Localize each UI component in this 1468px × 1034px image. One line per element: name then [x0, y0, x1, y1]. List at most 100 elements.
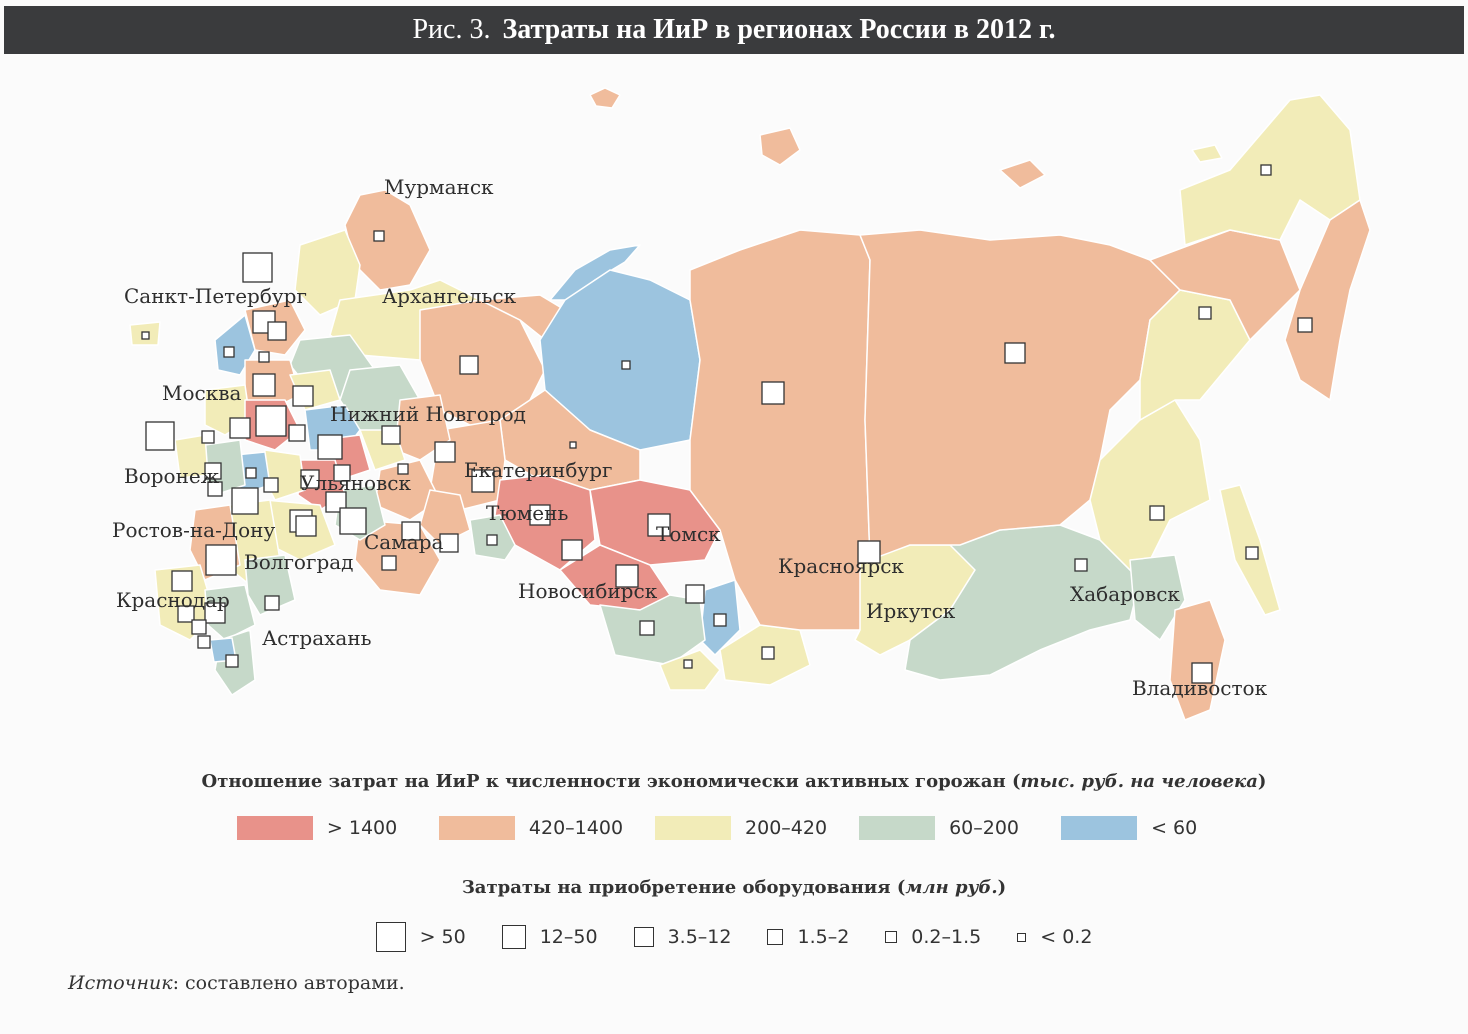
size-square [1017, 932, 1027, 942]
square-caucasus [197, 635, 211, 649]
square-tambov [263, 477, 279, 493]
square-spb-2 [267, 321, 287, 341]
square-pskov [223, 346, 235, 358]
square-udmurtia [397, 463, 409, 475]
square-sakha [1004, 342, 1026, 364]
label-ekaterinburg: Екатеринбург [464, 458, 612, 482]
square-stavropol [191, 619, 207, 635]
square-tuva [761, 646, 775, 660]
square-chukotka [1260, 164, 1272, 176]
city-labels: Мурманск Санкт-Петербург Архангельск Мос… [112, 175, 1268, 700]
label-spb: Санкт-Петербург [124, 284, 307, 308]
square-krasnoyarsk [857, 540, 881, 564]
size-legend-label: 3.5–12 [667, 926, 732, 948]
label-vladivostok: Владивосток [1132, 676, 1268, 700]
size-legend-label: < 0.2 [1040, 926, 1093, 948]
region-new-siberian-islands [999, 159, 1046, 189]
region-khabarovsk-south [1129, 554, 1186, 641]
square-ekb [471, 469, 495, 493]
color-legend-item: 60–200 [859, 816, 1029, 840]
source-note: Источник: составлено авторами. [68, 972, 405, 994]
size-legend-title-unit: млн руб. [905, 877, 998, 898]
equipment-squares [141, 164, 1313, 684]
square-moscow-2 [255, 405, 287, 437]
square-murmansk [373, 230, 385, 242]
size-legend-item: 3.5–12 [633, 926, 732, 948]
region-wrangel [1191, 144, 1223, 163]
square-ulyanovsk [300, 469, 320, 489]
square-orenburg [439, 533, 459, 553]
square-tatarstan [333, 464, 351, 482]
square-voronezh [204, 462, 222, 480]
color-legend-item: 420–1400 [438, 816, 624, 840]
color-swatch [859, 816, 936, 840]
square-lipetsk [245, 467, 257, 479]
label-nnovgorod: Нижний Новгород [330, 402, 526, 426]
color-legend-title: Отношение затрат на ИиР к численности эк… [201, 771, 1267, 792]
square-kemerovo-2 [713, 613, 727, 627]
color-legend-item: 200–420 [655, 816, 827, 840]
square-yamal [621, 360, 631, 370]
square-spb-large [242, 252, 273, 283]
square-novosibirsk [615, 564, 639, 588]
square-kaliningrad [141, 331, 150, 340]
color-swatch [236, 816, 313, 840]
square-sakhalin [1245, 546, 1259, 560]
square-smolensk [145, 421, 175, 451]
size-legend-item: 12–50 [501, 925, 598, 949]
region-altai-rep [659, 649, 721, 691]
label-krasnodar: Краснодар [116, 588, 230, 612]
square-tyumen-2 [561, 539, 583, 561]
color-legend-item: > 1400 [236, 816, 407, 840]
region-kamchatka [1284, 199, 1371, 401]
figure-title-bar: Рис. 3. Затраты на ИиР в регионах России… [4, 6, 1464, 54]
label-volgograd: Волгоград [244, 550, 353, 574]
size-legend-title-main: Затраты на приобретение оборудования [461, 877, 891, 898]
square-tomsk [647, 513, 671, 537]
square-ryazan [288, 424, 306, 442]
square-moscow-1 [252, 373, 276, 397]
region-primorye [1169, 599, 1226, 721]
color-swatch [1061, 816, 1138, 840]
color-legend-label: 420–1400 [528, 817, 624, 839]
russia-map: Мурманск Санкт-Петербург Архангельск Мос… [112, 87, 1371, 721]
square-primorye [1191, 662, 1213, 684]
size-legend-item: 1.5–2 [767, 926, 849, 948]
square-belgorod [207, 481, 223, 497]
color-swatch [438, 816, 515, 840]
label-moscow: Москва [162, 381, 241, 405]
label-astrakhan: Астрахань [262, 626, 372, 650]
square-kirov [459, 355, 479, 375]
square-ulyanovsk-2 [325, 491, 347, 513]
square-samara [401, 521, 421, 541]
square-perm [434, 441, 456, 463]
label-arkhangelsk: Архангельск [382, 284, 517, 308]
size-square [633, 927, 654, 947]
label-samara: Самара [364, 530, 444, 554]
square-omsk [486, 534, 498, 546]
color-legend-title-unit: тыс. руб. на человека [1020, 771, 1258, 792]
square-kemerovo [685, 584, 705, 604]
square-astrakhan [264, 595, 280, 611]
square-tyumen [529, 504, 551, 526]
square-rostov [205, 544, 237, 576]
square-volgograd [295, 515, 317, 537]
size-legend: > 50 12–50 3.5–12 1.5–2 0.2–1.5 < 0.2 [0, 922, 1468, 952]
size-legend-item: > 50 [375, 922, 466, 952]
label-khabarovsk: Хабаровск [1070, 582, 1180, 606]
label-tomsk: Томск [656, 522, 721, 546]
square-penza [231, 487, 259, 515]
size-square [375, 922, 406, 952]
square-krasnodar-3 [204, 602, 226, 624]
square-krasnoyarsk-north [761, 381, 785, 405]
label-ulyanovsk: Ульяновск [300, 471, 411, 495]
figure-number: Рис. 3. [412, 14, 491, 45]
square-vologda [258, 351, 270, 363]
label-irkutsk: Иркутск [866, 599, 956, 623]
square-nnov [317, 434, 343, 460]
label-murmansk: Мурманск [384, 175, 494, 199]
source-text: : составлено авторами. [172, 972, 405, 994]
size-square [501, 925, 526, 949]
size-square [885, 931, 898, 943]
